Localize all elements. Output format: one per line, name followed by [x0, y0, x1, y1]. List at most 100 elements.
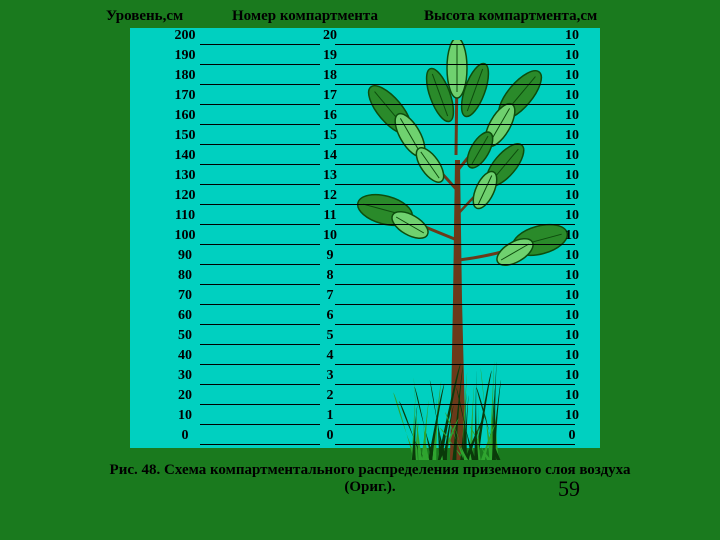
cell-level: 120	[160, 188, 210, 204]
cell-number: 7	[310, 288, 350, 304]
cell-height: 10	[552, 188, 592, 204]
table-row: 10110	[0, 408, 720, 428]
cell-height: 10	[552, 208, 592, 224]
rule	[200, 344, 320, 345]
rule	[335, 364, 575, 365]
header-level: Уровень,см	[106, 8, 183, 25]
rule	[200, 104, 320, 105]
cell-level: 200	[160, 28, 210, 44]
table-row: 70710	[0, 288, 720, 308]
rule	[335, 384, 575, 385]
table-row: 1001010	[0, 228, 720, 248]
cell-level: 30	[160, 368, 210, 384]
rule	[335, 444, 575, 445]
rule	[335, 304, 575, 305]
table-row: 80 8 10	[0, 268, 720, 288]
page-number: 59	[558, 476, 580, 502]
table-row: 90910	[0, 248, 720, 268]
rule	[200, 164, 320, 165]
table-row: 1601610	[0, 108, 720, 128]
cell-level: 180	[160, 68, 210, 84]
cell-number: 17	[310, 88, 350, 104]
cell-level: 170	[160, 88, 210, 104]
rule	[335, 204, 575, 205]
rule	[335, 404, 575, 405]
rule	[200, 84, 320, 85]
cell-height: 10	[552, 308, 592, 324]
cell-number: 6	[310, 308, 350, 324]
table-row: 180 18 10	[0, 68, 720, 88]
rule	[335, 284, 575, 285]
cell-height: 10	[552, 328, 592, 344]
rule	[200, 364, 320, 365]
table-row: 20 2 10	[0, 388, 720, 408]
rule	[335, 244, 575, 245]
cell-number: 9	[310, 248, 350, 264]
cell-level: 140	[160, 148, 210, 164]
cell-height: 10	[552, 68, 592, 84]
rule	[200, 324, 320, 325]
cell-level: 10	[160, 408, 210, 424]
rule	[335, 144, 575, 145]
cell-height: 10	[552, 48, 592, 64]
rule	[200, 264, 320, 265]
rule	[200, 224, 320, 225]
table-row: 60 6 10	[0, 308, 720, 328]
cell-number: 19	[310, 48, 350, 64]
header-number: Номер компартмента	[232, 8, 378, 25]
cell-height: 10	[552, 108, 592, 124]
cell-level: 100	[160, 228, 210, 244]
rule	[200, 284, 320, 285]
cell-level: 70	[160, 288, 210, 304]
header-height: Высота компартмента,см	[424, 8, 597, 25]
cell-level: 80	[160, 268, 210, 284]
cell-level: 60	[160, 308, 210, 324]
rule	[200, 44, 320, 45]
rule	[335, 264, 575, 265]
rule	[335, 424, 575, 425]
rule	[335, 184, 575, 185]
cell-number: 2	[310, 388, 350, 404]
rule	[200, 304, 320, 305]
cell-number: 15	[310, 128, 350, 144]
rule	[200, 444, 320, 445]
rule	[200, 244, 320, 245]
cell-level: 90	[160, 248, 210, 264]
cell-level: 40	[160, 348, 210, 364]
rule	[335, 104, 575, 105]
rule	[200, 184, 320, 185]
rule	[335, 224, 575, 225]
rule	[200, 144, 320, 145]
cell-height: 10	[552, 348, 592, 364]
cell-number: 0	[310, 428, 350, 444]
table-row: 170 17 10	[0, 88, 720, 108]
cell-level: 110	[160, 208, 210, 224]
rule	[335, 344, 575, 345]
rule	[200, 404, 320, 405]
rule	[200, 384, 320, 385]
cell-number: 8	[310, 268, 350, 284]
cell-number: 3	[310, 368, 350, 384]
rule	[200, 424, 320, 425]
cell-level: 190	[160, 48, 210, 64]
cell-height: 10	[552, 88, 592, 104]
rule	[335, 124, 575, 125]
rule	[200, 124, 320, 125]
cell-height: 10	[552, 388, 592, 404]
table-row: 000	[0, 428, 720, 448]
cell-level: 150	[160, 128, 210, 144]
cell-height: 10	[552, 128, 592, 144]
cell-height: 10	[552, 228, 592, 244]
cell-height: 10	[552, 148, 592, 164]
cell-number: 18	[310, 68, 350, 84]
table-row: 190 19 10	[0, 48, 720, 68]
table-row: 1101110	[0, 208, 720, 228]
cell-height: 10	[552, 268, 592, 284]
rule	[335, 84, 575, 85]
cell-height: 10	[552, 368, 592, 384]
cell-level: 130	[160, 168, 210, 184]
cell-level: 20	[160, 388, 210, 404]
compartment-table: 2002010190191018018101701710160161015015…	[0, 0, 720, 540]
table-row: 1201210	[0, 188, 720, 208]
cell-number: 5	[310, 328, 350, 344]
